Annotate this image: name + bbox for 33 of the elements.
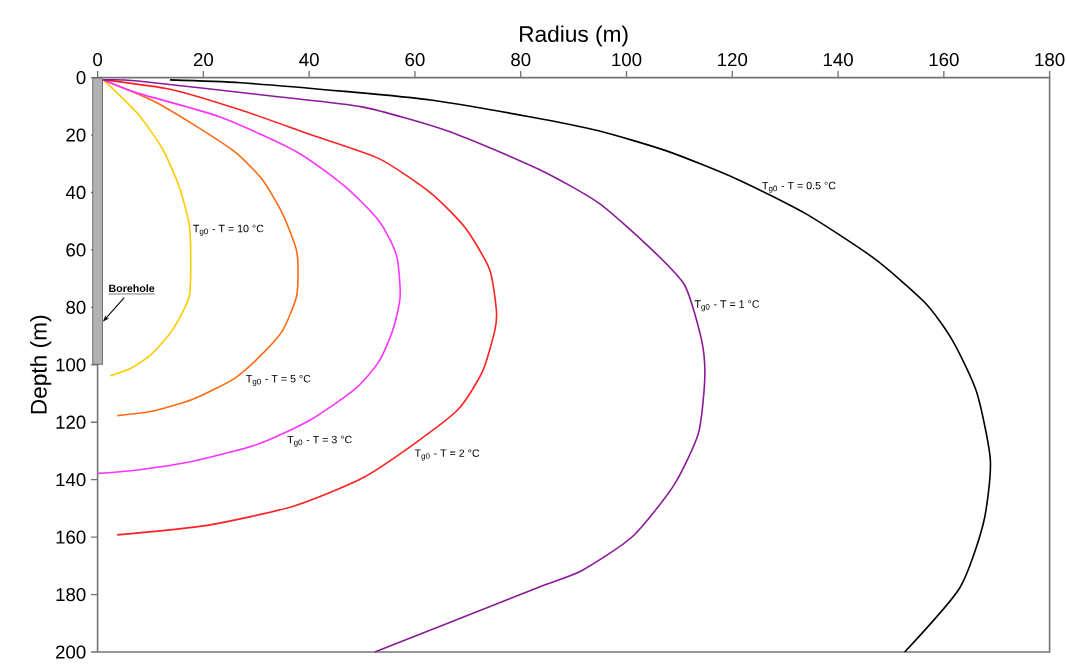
x-tick-label: 20 bbox=[193, 53, 214, 67]
y-tick-label: 180 bbox=[56, 587, 86, 602]
annotation: Borehole bbox=[109, 284, 155, 293]
series-label: T$_{g0}$ - T = 10 °C bbox=[193, 224, 264, 236]
x-tick-label: 160 bbox=[929, 53, 959, 67]
series-label: T$_{g0}$ - T = 3 °C bbox=[287, 435, 352, 447]
y-tick-label: 140 bbox=[56, 473, 86, 487]
y-tick-label: 40 bbox=[65, 185, 86, 200]
x-tick-label: 100 bbox=[612, 53, 642, 67]
y-tick-label: 80 bbox=[66, 300, 86, 314]
series-label: T$_{g0}$ - T = 0.5 °C bbox=[762, 181, 836, 193]
y-tick-label: 100 bbox=[56, 358, 86, 372]
x-tick-label: 80 bbox=[511, 53, 531, 67]
y-tick-label: 60 bbox=[66, 243, 86, 257]
x-tick-label: 120 bbox=[718, 53, 748, 67]
line-series bbox=[97, 79, 401, 475]
y-tick-label: 200 bbox=[56, 645, 86, 659]
x-tick-label: 0 bbox=[93, 53, 103, 67]
series-label: T$_{g0}$ - T = 2 °C bbox=[414, 449, 480, 461]
x-tick-label: 140 bbox=[823, 53, 853, 67]
x-tick-label: 40 bbox=[299, 53, 319, 67]
y-tick-label: 120 bbox=[56, 415, 86, 429]
y-tick-label: 160 bbox=[56, 530, 86, 544]
y-tick-label: 20 bbox=[66, 128, 86, 142]
x-axis-title: Radius (m) bbox=[520, 25, 628, 47]
line-series bbox=[169, 79, 992, 653]
x-tick-label: 180 bbox=[1035, 53, 1065, 67]
y-axis-title: Depth (m) bbox=[30, 315, 52, 414]
line-series bbox=[102, 79, 192, 377]
series-label: T$_{g0}$ - T = 5 °C bbox=[246, 374, 311, 386]
x-tick-label: 60 bbox=[405, 53, 425, 67]
series-label: T$_{g0}$ - T = 1 °C bbox=[694, 300, 760, 312]
y-tick-label: 0 bbox=[76, 70, 86, 85]
